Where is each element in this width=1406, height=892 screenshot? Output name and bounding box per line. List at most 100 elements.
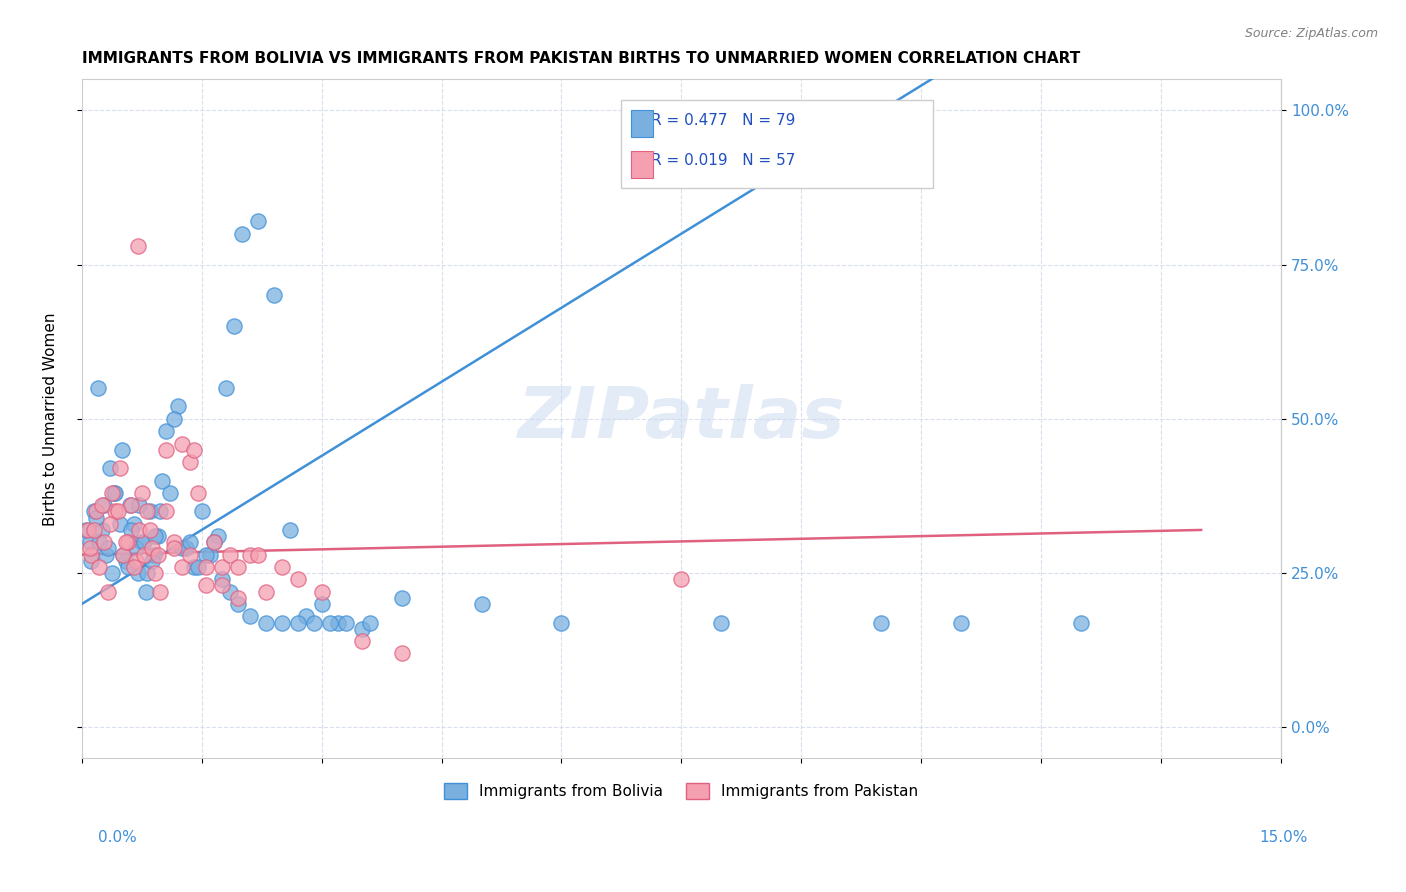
Immigrants from Pakistan xyxy=(226,560,249,574)
Immigrants from Bolivia xyxy=(93,498,115,512)
Immigrants from Pakistan xyxy=(127,239,149,253)
Immigrants from Bolivia xyxy=(108,516,131,531)
Immigrants from Bolivia xyxy=(90,523,112,537)
Immigrants from Bolivia xyxy=(318,615,340,630)
Immigrants from Bolivia xyxy=(198,548,221,562)
Immigrants from Pakistan xyxy=(350,634,373,648)
Immigrants from Pakistan xyxy=(138,523,160,537)
Immigrants from Bolivia xyxy=(270,615,292,630)
Immigrants from Bolivia xyxy=(127,566,149,581)
Text: R = 0.019   N = 57: R = 0.019 N = 57 xyxy=(651,153,796,169)
Immigrants from Bolivia xyxy=(214,381,236,395)
Immigrants from Pakistan xyxy=(239,548,262,562)
Immigrants from Bolivia xyxy=(311,597,333,611)
Immigrants from Pakistan xyxy=(287,572,309,586)
Immigrants from Bolivia xyxy=(190,504,212,518)
Immigrants from Bolivia xyxy=(111,442,134,457)
Immigrants from Bolivia xyxy=(278,523,301,537)
FancyBboxPatch shape xyxy=(631,151,652,178)
Immigrants from Pakistan xyxy=(149,584,172,599)
Immigrants from Bolivia xyxy=(80,554,103,568)
Immigrants from Bolivia xyxy=(149,504,172,518)
Immigrants from Pakistan xyxy=(136,504,159,518)
Immigrants from Bolivia xyxy=(231,227,253,241)
Immigrants from Bolivia xyxy=(870,615,893,630)
Immigrants from Bolivia xyxy=(170,541,193,556)
Immigrants from Pakistan xyxy=(120,498,142,512)
Immigrants from Bolivia xyxy=(710,615,733,630)
Text: ZIPatlas: ZIPatlas xyxy=(517,384,845,453)
Immigrants from Bolivia xyxy=(174,541,197,556)
Immigrants from Pakistan xyxy=(391,647,413,661)
Immigrants from Bolivia xyxy=(218,584,240,599)
Immigrants from Bolivia xyxy=(350,622,373,636)
Y-axis label: Births to Unmarried Women: Births to Unmarried Women xyxy=(44,312,58,525)
Immigrants from Pakistan xyxy=(122,560,145,574)
Immigrants from Bolivia xyxy=(226,597,249,611)
FancyBboxPatch shape xyxy=(621,100,934,188)
Immigrants from Pakistan xyxy=(183,442,205,457)
Immigrants from Bolivia xyxy=(183,560,205,574)
Immigrants from Bolivia xyxy=(94,548,117,562)
Immigrants from Pakistan xyxy=(131,486,153,500)
Immigrants from Pakistan xyxy=(211,578,233,592)
Immigrants from Bolivia xyxy=(132,535,155,549)
Immigrants from Pakistan xyxy=(202,535,225,549)
Immigrants from Pakistan xyxy=(77,523,100,537)
Immigrants from Bolivia xyxy=(101,566,124,581)
Immigrants from Pakistan xyxy=(89,560,111,574)
Immigrants from Bolivia xyxy=(142,548,165,562)
Immigrants from Bolivia xyxy=(470,597,492,611)
Immigrants from Pakistan xyxy=(80,548,103,562)
Legend: Immigrants from Bolivia, Immigrants from Pakistan: Immigrants from Bolivia, Immigrants from… xyxy=(439,777,925,805)
Immigrants from Bolivia xyxy=(194,548,217,562)
Immigrants from Pakistan xyxy=(170,560,193,574)
Text: 15.0%: 15.0% xyxy=(1260,830,1308,845)
Immigrants from Pakistan xyxy=(254,584,277,599)
Immigrants from Bolivia xyxy=(89,535,111,549)
Immigrants from Bolivia xyxy=(87,381,110,395)
Immigrants from Pakistan xyxy=(143,566,166,581)
Immigrants from Bolivia xyxy=(391,591,413,605)
Immigrants from Bolivia xyxy=(136,566,159,581)
Immigrants from Bolivia xyxy=(125,541,148,556)
Immigrants from Bolivia xyxy=(75,523,97,537)
Immigrants from Bolivia xyxy=(239,609,262,624)
Immigrants from Pakistan xyxy=(97,584,120,599)
Immigrants from Pakistan xyxy=(179,548,201,562)
Immigrants from Bolivia xyxy=(1070,615,1092,630)
Immigrants from Bolivia xyxy=(83,504,105,518)
Immigrants from Bolivia xyxy=(98,461,121,475)
Immigrants from Pakistan xyxy=(194,560,217,574)
Immigrants from Bolivia xyxy=(143,529,166,543)
Immigrants from Bolivia xyxy=(211,572,233,586)
FancyBboxPatch shape xyxy=(631,110,652,137)
Immigrants from Bolivia xyxy=(166,400,188,414)
Immigrants from Pakistan xyxy=(671,572,693,586)
Immigrants from Bolivia xyxy=(163,412,186,426)
Immigrants from Bolivia xyxy=(155,424,177,438)
Immigrants from Pakistan xyxy=(114,535,136,549)
Immigrants from Pakistan xyxy=(211,560,233,574)
Immigrants from Bolivia xyxy=(179,535,201,549)
Immigrants from Bolivia xyxy=(103,486,125,500)
Immigrants from Bolivia xyxy=(222,319,245,334)
Immigrants from Bolivia xyxy=(550,615,572,630)
Immigrants from Bolivia xyxy=(122,516,145,531)
Immigrants from Bolivia xyxy=(246,214,269,228)
Immigrants from Bolivia xyxy=(79,535,101,549)
Immigrants from Bolivia xyxy=(135,584,157,599)
Immigrants from Pakistan xyxy=(112,548,135,562)
Immigrants from Bolivia xyxy=(202,535,225,549)
Text: IMMIGRANTS FROM BOLIVIA VS IMMIGRANTS FROM PAKISTAN BIRTHS TO UNMARRIED WOMEN CO: IMMIGRANTS FROM BOLIVIA VS IMMIGRANTS FR… xyxy=(82,51,1080,66)
Immigrants from Pakistan xyxy=(246,548,269,562)
Text: Source: ZipAtlas.com: Source: ZipAtlas.com xyxy=(1244,27,1378,40)
Immigrants from Pakistan xyxy=(84,504,107,518)
Immigrants from Pakistan xyxy=(79,541,101,556)
Immigrants from Bolivia xyxy=(302,615,325,630)
Immigrants from Pakistan xyxy=(146,548,169,562)
Immigrants from Pakistan xyxy=(218,548,240,562)
Immigrants from Bolivia xyxy=(104,486,127,500)
Immigrants from Pakistan xyxy=(117,535,139,549)
Immigrants from Bolivia xyxy=(150,474,173,488)
